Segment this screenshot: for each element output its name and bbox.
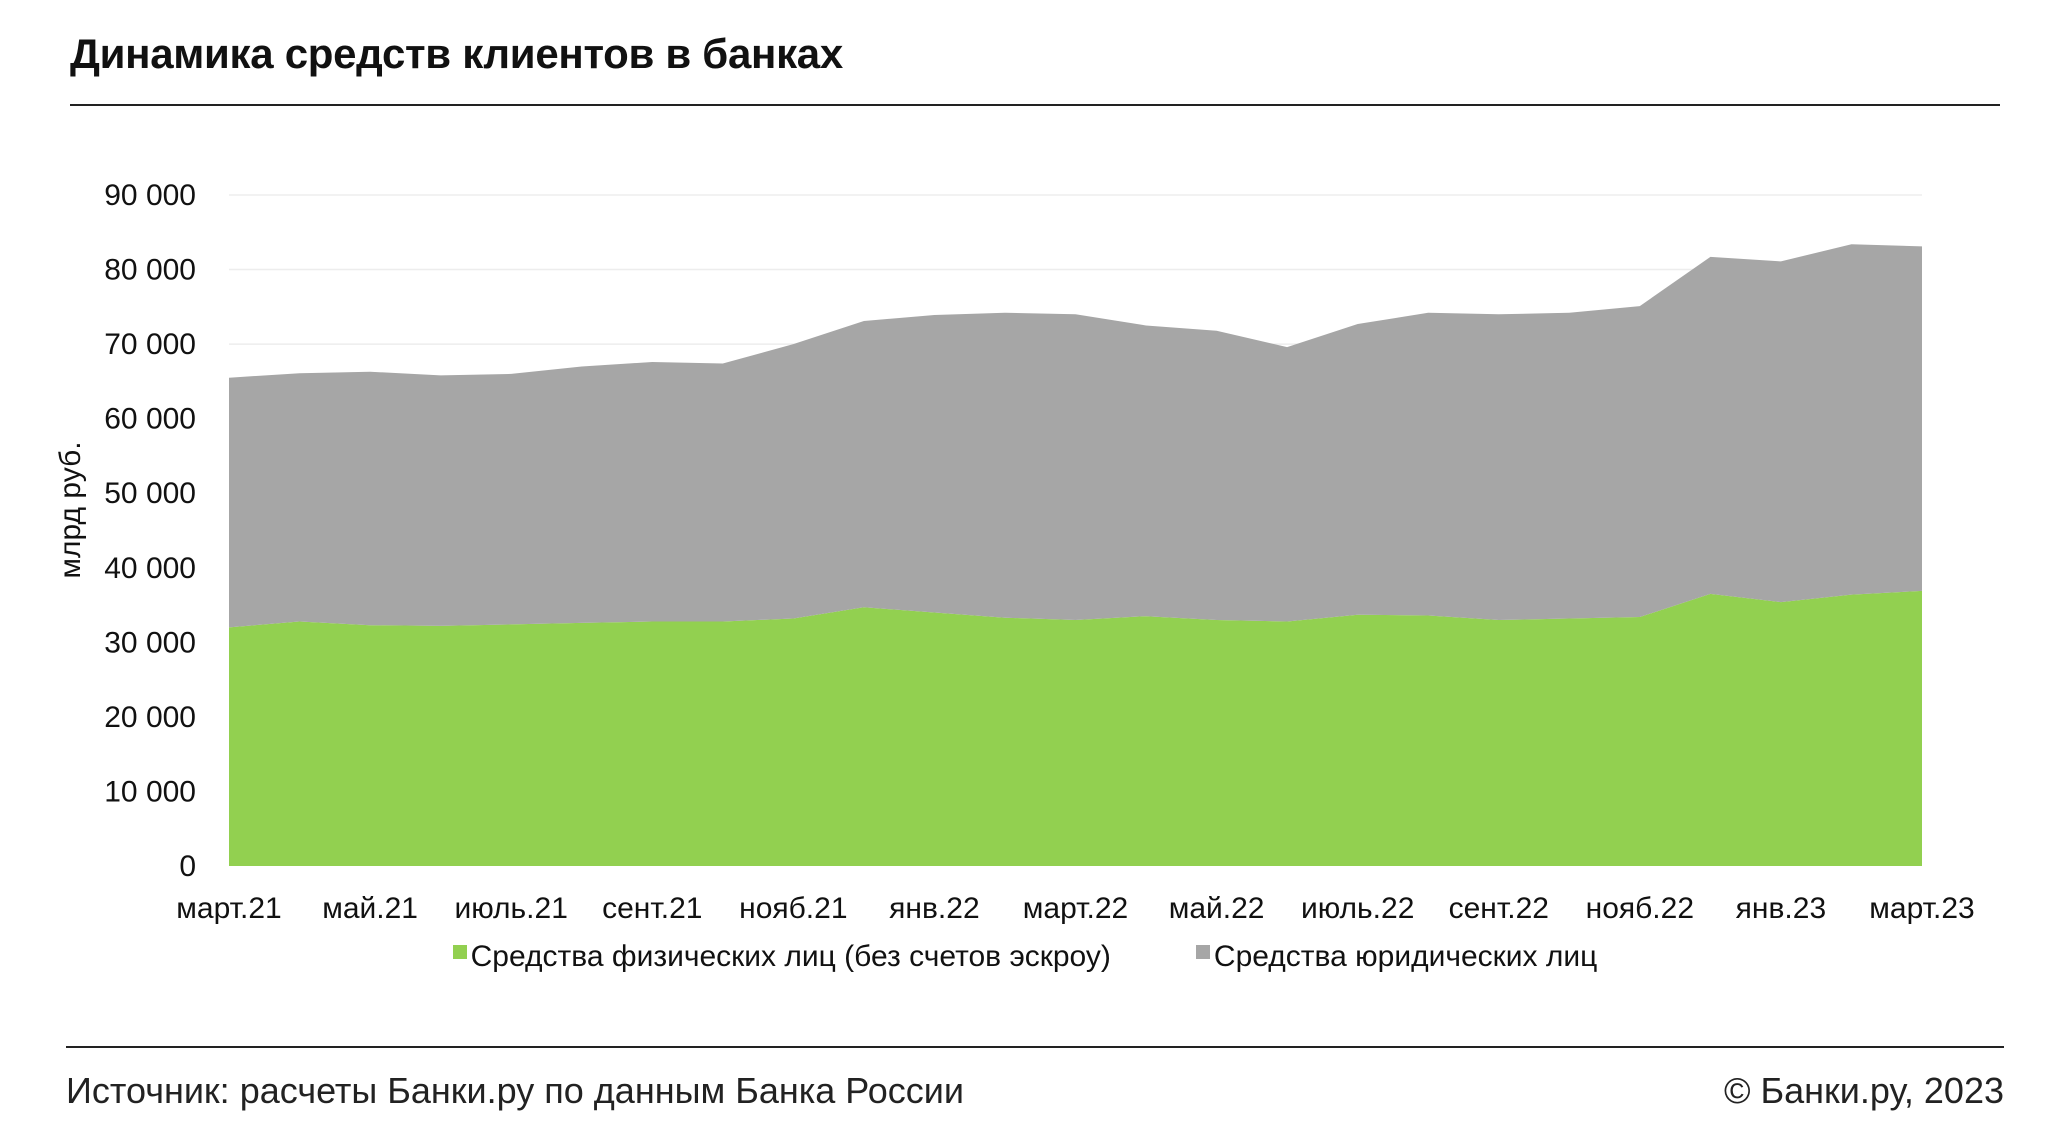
legend-swatch-legal bbox=[1195, 945, 1210, 959]
area-individuals bbox=[229, 590, 1922, 866]
footer-source: Источник: расчеты Банки.ру по данным Бан… bbox=[66, 1070, 964, 1111]
y-tick-label: 70 000 bbox=[104, 328, 196, 361]
x-tick-label: янв.23 bbox=[1736, 892, 1826, 925]
areas bbox=[229, 244, 1922, 866]
x-tick-label: нояб.22 bbox=[1586, 892, 1694, 925]
y-tick-label: 60 000 bbox=[104, 403, 196, 436]
y-tick-label: 0 bbox=[179, 850, 196, 883]
footer-copyright: © Банки.ру, 2023 bbox=[1723, 1070, 2004, 1111]
x-axis-ticks: март.21 май.21 июль.21 сент.21 нояб.21 янв.22… bbox=[176, 892, 1974, 925]
y-tick-label: 80 000 bbox=[104, 254, 196, 287]
x-tick-label: нояб.21 bbox=[739, 892, 847, 925]
x-tick-label: май.22 bbox=[1169, 892, 1265, 925]
legend-label-legal: Средства юридических лиц bbox=[1213, 940, 1598, 973]
legend-swatch-individuals bbox=[452, 945, 467, 959]
legend-item-legal: Средства юридических лиц bbox=[1195, 940, 1598, 974]
x-tick-label: март.23 bbox=[1869, 892, 1974, 925]
footer-divider bbox=[66, 1046, 2004, 1048]
x-tick-label: май.21 bbox=[322, 892, 418, 925]
area-legal bbox=[229, 244, 1922, 628]
page-title: Динамика средств клиентов в банках bbox=[70, 30, 843, 77]
x-tick-label: март.22 bbox=[1023, 892, 1128, 925]
x-tick-label: июль.22 bbox=[1301, 892, 1414, 925]
y-tick-label: 50 000 bbox=[104, 477, 196, 510]
y-tick-label: 30 000 bbox=[104, 626, 196, 659]
area-chart: 0 10 000 20 000 30 000 40 000 50 000 60 000 70 … bbox=[54, 179, 1975, 925]
y-tick-label: 10 000 bbox=[104, 775, 196, 808]
y-tick-label: 90 000 bbox=[104, 179, 196, 212]
x-tick-label: июль.21 bbox=[454, 892, 567, 925]
x-tick-label: сент.21 bbox=[602, 892, 702, 925]
x-tick-label: янв.22 bbox=[889, 892, 979, 925]
y-tick-label: 20 000 bbox=[104, 701, 196, 734]
y-axis-ticks: 0 10 000 20 000 30 000 40 000 50 000 60 000 70 … bbox=[104, 179, 196, 883]
y-axis-label: млрд руб. bbox=[54, 441, 87, 578]
legend: Средства физических лиц (без счетов эскр… bbox=[0, 940, 2050, 974]
x-tick-label: март.21 bbox=[176, 892, 281, 925]
legend-item-individuals: Средства физических лиц (без счетов эскр… bbox=[452, 940, 1111, 974]
legend-label-individuals: Средства физических лиц (без счетов эскр… bbox=[470, 940, 1111, 973]
y-tick-label: 40 000 bbox=[104, 552, 196, 585]
x-tick-label: сент.22 bbox=[1449, 892, 1549, 925]
title-divider bbox=[70, 104, 2000, 106]
